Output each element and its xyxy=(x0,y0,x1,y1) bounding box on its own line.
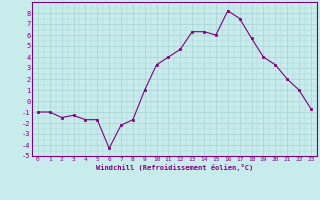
X-axis label: Windchill (Refroidissement éolien,°C): Windchill (Refroidissement éolien,°C) xyxy=(96,164,253,171)
